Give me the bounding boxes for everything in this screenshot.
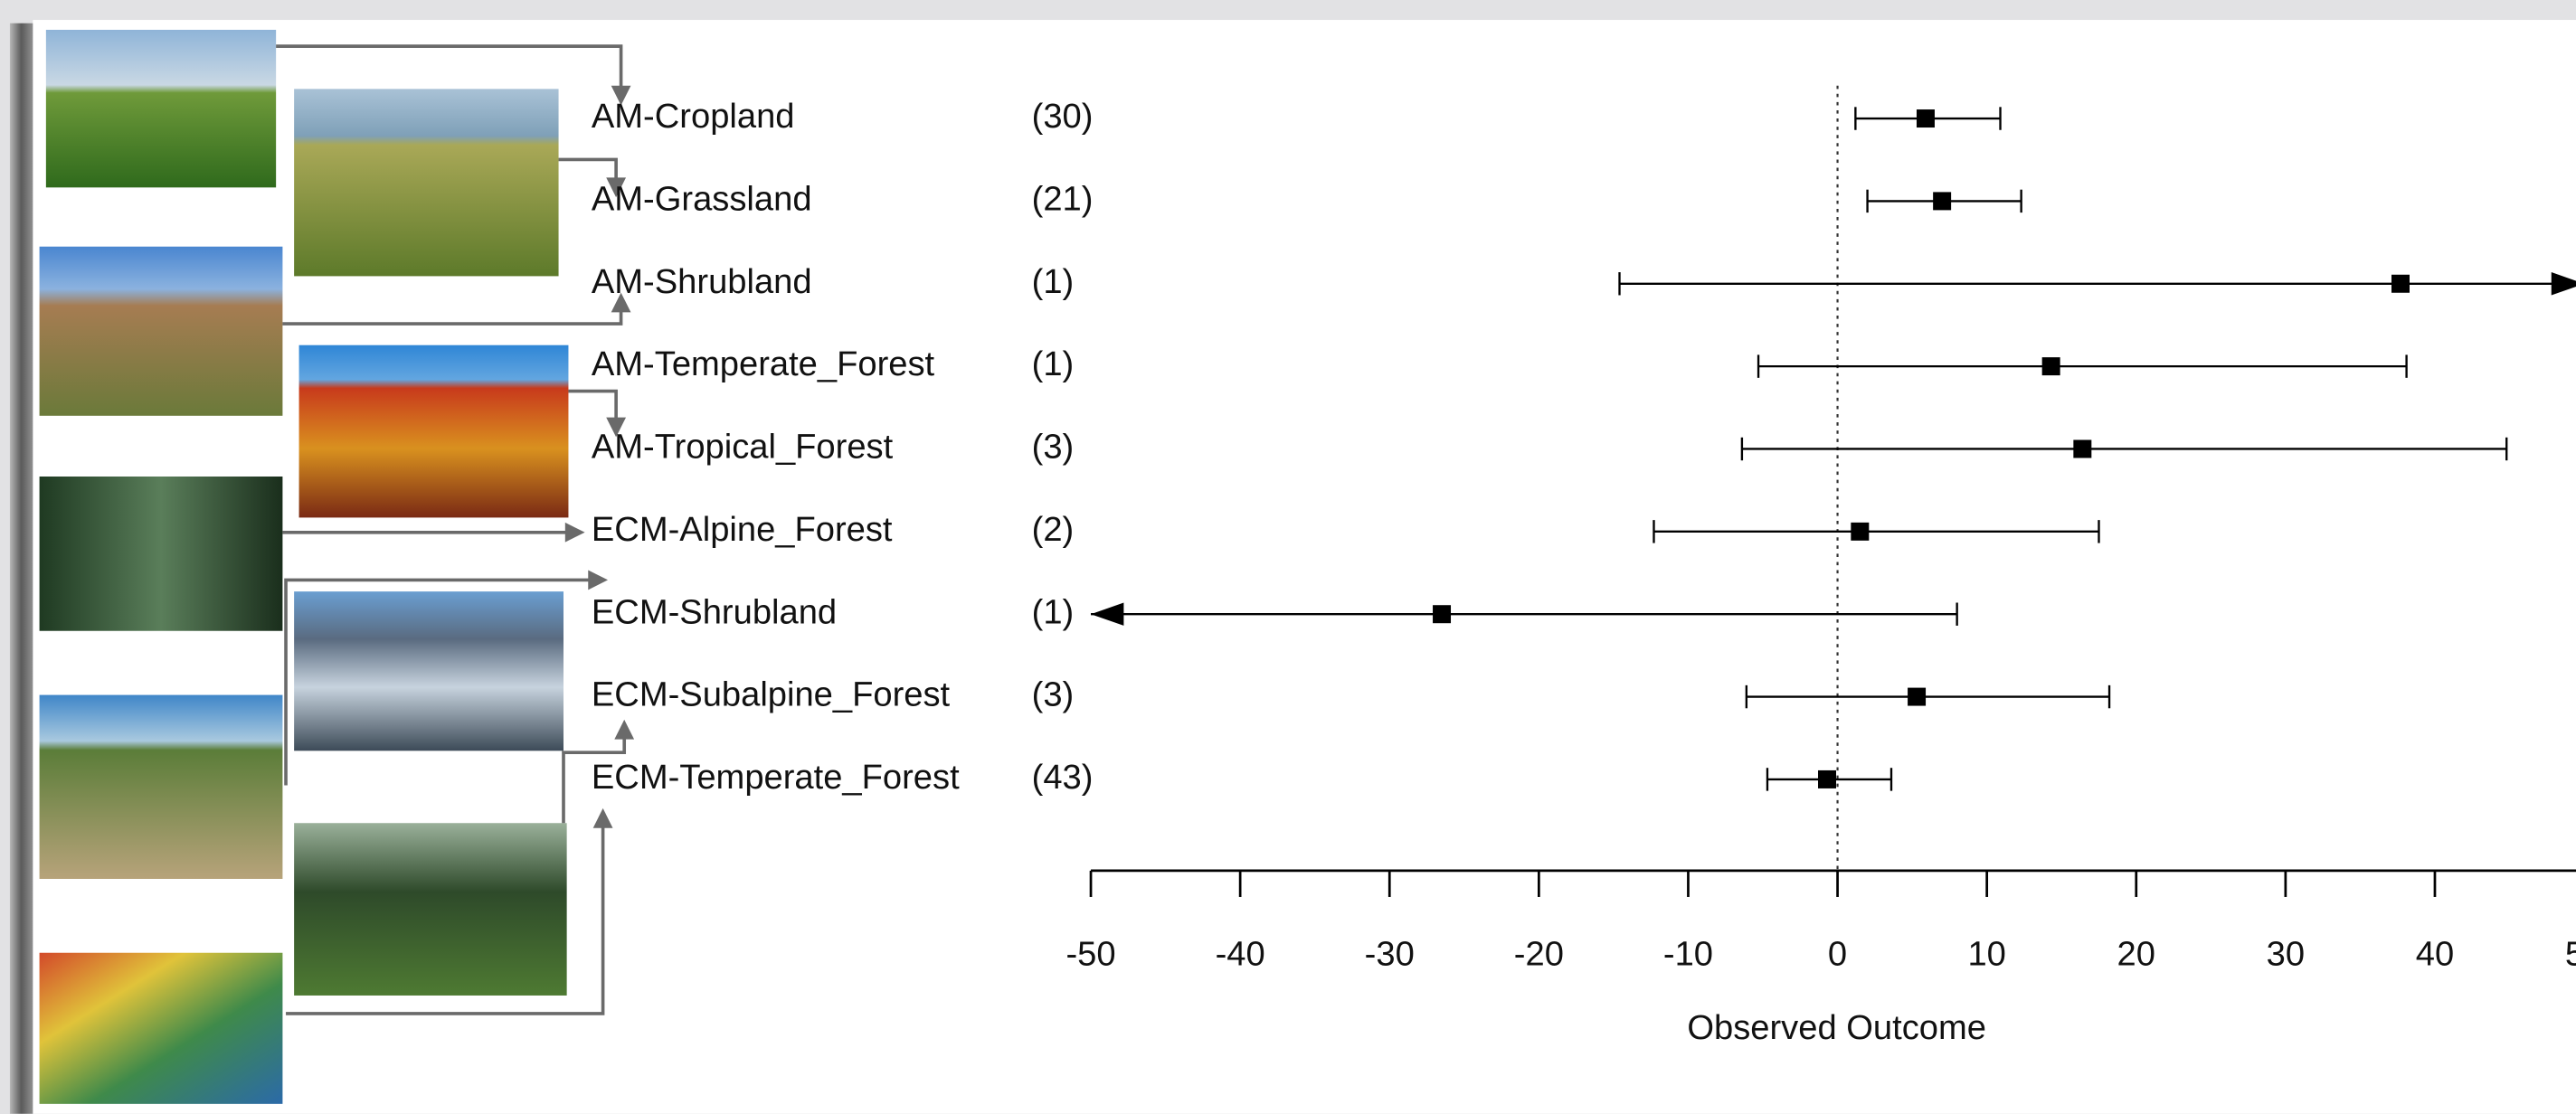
photo-temperate xyxy=(299,345,569,518)
photo-shrubland xyxy=(40,247,283,416)
photo-cropland xyxy=(46,30,276,187)
row-label: AM-Cropland xyxy=(592,97,795,136)
photo-tropical xyxy=(40,477,283,631)
estimate-marker xyxy=(2391,275,2410,293)
row-label: ECM-Alpine_Forest xyxy=(592,510,893,549)
x-axis-label: Observed Outcome xyxy=(1687,1008,1986,1047)
estimate-marker xyxy=(2042,357,2060,375)
n-label: (21) xyxy=(1032,179,1094,218)
n-label: (2) xyxy=(1032,510,1075,549)
x-tick-label: 10 xyxy=(1967,934,2005,973)
x-tick-label: 50 xyxy=(2565,934,2576,973)
photo-ecm-temperate xyxy=(40,953,283,1104)
row-label: AM-Grassland xyxy=(592,179,812,218)
estimate-marker xyxy=(1917,109,1935,127)
estimate-marker xyxy=(2073,439,2091,458)
n-label: (1) xyxy=(1032,592,1075,631)
estimate-marker xyxy=(1933,192,1951,210)
x-tick-label: 40 xyxy=(2416,934,2454,973)
estimate-marker xyxy=(1818,770,1836,788)
row-label: AM-Tropical_Forest xyxy=(592,428,894,467)
estimate-marker xyxy=(1908,688,1926,706)
n-label: (43) xyxy=(1032,758,1094,797)
n-label: (3) xyxy=(1032,675,1075,714)
n-label: (30) xyxy=(1032,97,1094,136)
estimate-marker xyxy=(1851,523,1869,541)
page: {"chart_data":{"type":"forest","x_label"… xyxy=(0,0,2576,1114)
row-label: AM-Temperate_Forest xyxy=(592,345,935,383)
row-label: ECM-Temperate_Forest xyxy=(592,758,960,797)
figure: Observed Outcome -50 -40 -30 -20 -10 0 10 20 30 4… xyxy=(0,0,2576,1114)
x-tick-label: -50 xyxy=(1065,934,1115,973)
photo-alpine xyxy=(294,591,564,751)
n-label: (3) xyxy=(1032,428,1075,467)
estimate-marker xyxy=(1433,605,1451,623)
photo-ecm-shrubland xyxy=(40,695,283,879)
x-tick-label: -10 xyxy=(1663,934,1713,973)
x-tick-label: 20 xyxy=(2117,934,2155,973)
x-tick-label: -40 xyxy=(1216,934,1265,973)
x-tick-label: 0 xyxy=(1828,934,1847,973)
row-label: ECM-Shrubland xyxy=(592,592,837,631)
frame-edge xyxy=(10,24,33,1114)
n-label: (1) xyxy=(1032,345,1075,383)
x-tick-label: 30 xyxy=(2267,934,2305,973)
row-label: AM-Shrubland xyxy=(592,262,812,301)
n-label: (1) xyxy=(1032,262,1075,301)
photo-grassland xyxy=(294,89,558,276)
row-label: ECM-Subalpine_Forest xyxy=(592,675,951,714)
x-tick-label: -30 xyxy=(1365,934,1415,973)
photo-subalpine xyxy=(294,823,567,996)
x-tick-label: -20 xyxy=(1514,934,1564,973)
